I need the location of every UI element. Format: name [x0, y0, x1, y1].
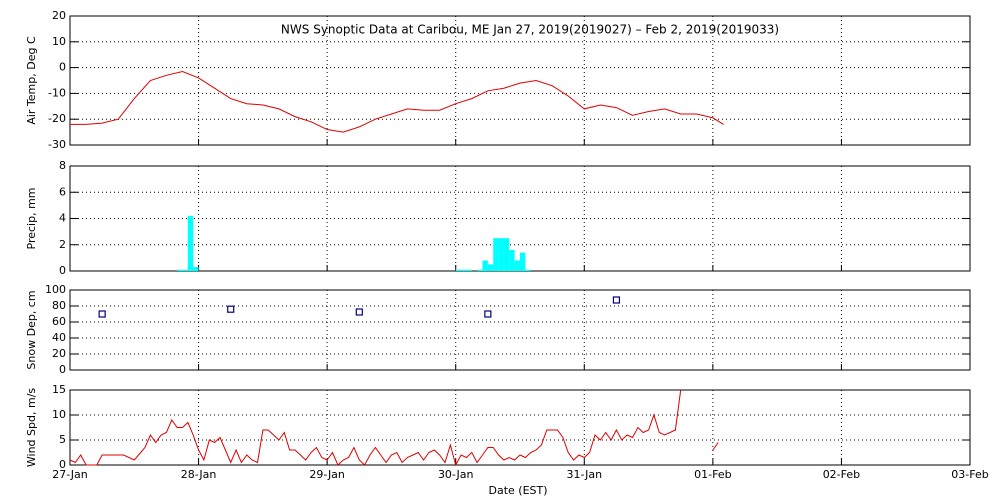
bar — [487, 264, 494, 271]
x-tick-label: 02-Feb — [823, 468, 860, 481]
x-tick-label: 29-Jan — [309, 468, 345, 481]
marker — [98, 310, 106, 318]
data-line — [70, 70, 724, 133]
bar — [187, 215, 194, 271]
y-tick-label: 20 — [52, 347, 66, 360]
y-axis-label: Wind Spd, m/s — [25, 388, 38, 468]
y-tick-label: 0 — [59, 458, 66, 471]
y-tick-label: -20 — [48, 112, 66, 125]
y-tick-label: 0 — [59, 363, 66, 376]
bar — [503, 238, 510, 271]
bar — [477, 269, 483, 271]
y-tick-label: -10 — [48, 86, 66, 99]
x-tick-label: 01-Feb — [694, 468, 731, 481]
bar — [482, 260, 488, 271]
y-tick-label: 15 — [52, 383, 66, 396]
y-tick-label: 10 — [52, 35, 66, 48]
marker — [227, 305, 235, 313]
y-tick-label: 6 — [59, 185, 66, 198]
y-axis-label: Snow Dep, cm — [25, 290, 38, 369]
y-tick-label: 5 — [59, 433, 66, 446]
y-tick-label: 0 — [59, 61, 66, 74]
y-tick-label: 100 — [45, 283, 66, 296]
x-tick-label: 30-Jan — [438, 468, 474, 481]
bar — [509, 250, 515, 271]
x-tick-label: 27-Jan — [52, 468, 88, 481]
y-tick-label: 8 — [59, 159, 66, 172]
marker — [355, 308, 363, 316]
y-axis-label: Precip, mm — [25, 188, 38, 250]
bar — [466, 269, 472, 271]
bar — [525, 269, 531, 271]
bar — [177, 269, 183, 271]
bar — [193, 267, 199, 271]
bar — [498, 238, 504, 271]
bar — [520, 252, 526, 271]
y-tick-label: 0 — [59, 264, 66, 277]
x-axis-label: Date (EST) — [488, 484, 547, 497]
x-tick-label: 03-Feb — [951, 468, 988, 481]
x-tick-label: 31-Jan — [567, 468, 603, 481]
y-tick-label: 20 — [52, 9, 66, 22]
plot-frame — [69, 389, 971, 466]
y-tick-label: 10 — [52, 408, 66, 421]
y-tick-label: 2 — [59, 238, 66, 251]
plot-frame — [69, 289, 971, 371]
bar — [461, 269, 467, 271]
y-tick-label: 40 — [52, 331, 66, 344]
y-tick-label: 4 — [59, 212, 66, 225]
y-tick-label: 80 — [52, 299, 66, 312]
y-axis-label: Air Temp, Deg C — [25, 36, 38, 125]
bar — [514, 260, 520, 271]
data-line — [69, 389, 719, 467]
chart-title: NWS Synoptic Data at Caribou, ME Jan 27,… — [281, 23, 779, 37]
x-tick-label: 28-Jan — [181, 468, 217, 481]
bar — [182, 269, 188, 271]
bar — [493, 238, 499, 271]
y-tick-label: -30 — [48, 138, 66, 151]
marker — [484, 310, 492, 318]
bar — [455, 269, 462, 271]
y-tick-label: 60 — [52, 315, 66, 328]
marker — [612, 296, 621, 304]
